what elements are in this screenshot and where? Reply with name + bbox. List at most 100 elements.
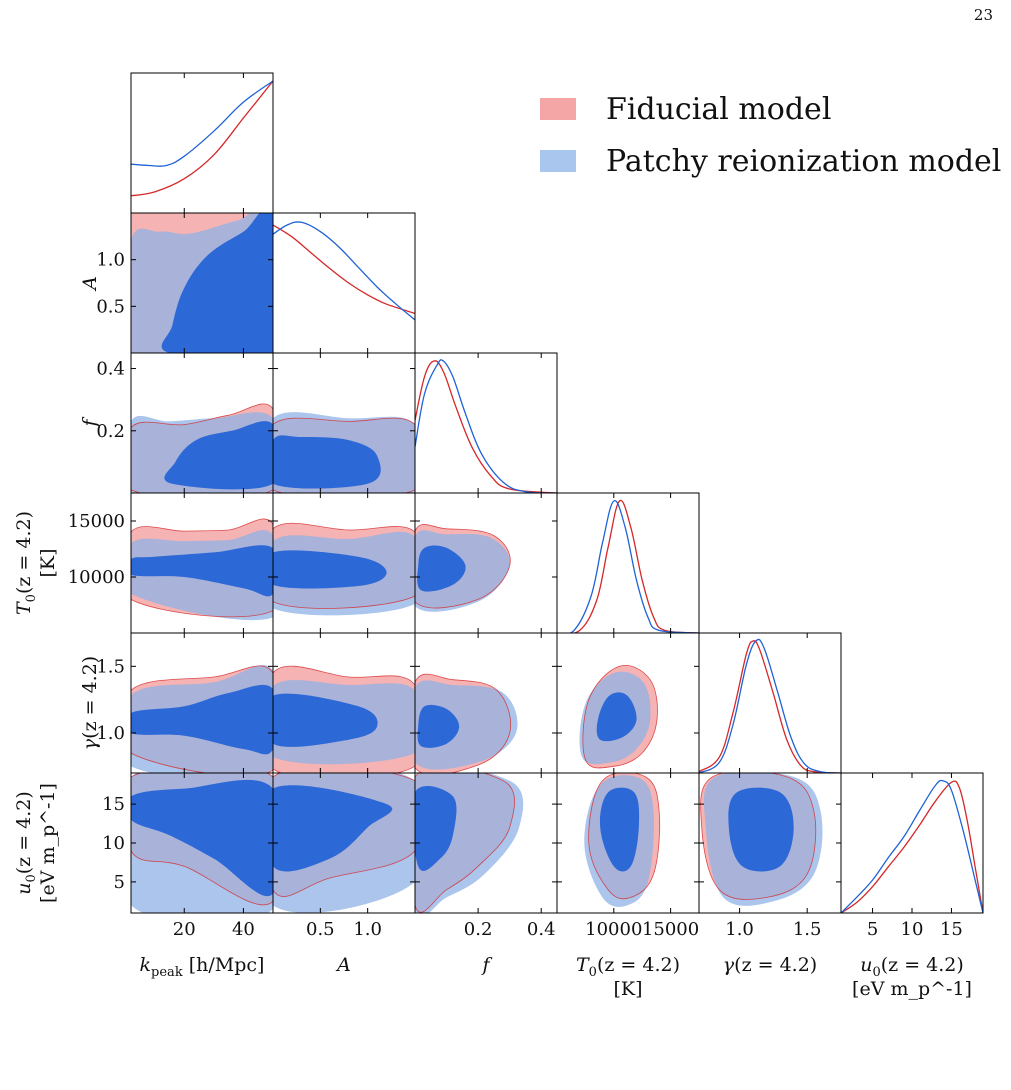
panel-T0-vs-f — [414, 492, 558, 634]
panel-T0-vs-T0 — [556, 492, 700, 634]
y-tick-label-u0: 15 — [102, 794, 125, 815]
marginal-u0-fiducial — [841, 780, 983, 913]
x-tick-label-A: 0.5 — [306, 919, 335, 940]
panel-A-vs-k_peak — [130, 212, 274, 354]
contour-u0|k_peak-patchy_inner — [131, 779, 273, 896]
contour-u0|gamma-fiducial-edge — [700, 773, 817, 900]
contour-u0|A-patchy_inner — [273, 785, 393, 872]
axis-label-gamma: γ(z = 4.2) — [723, 954, 817, 976]
contour-gamma|A-patchy_inner — [273, 693, 378, 747]
contour-gamma|f-patchy_outer — [415, 680, 518, 770]
legend-label: Fiducial model — [606, 92, 831, 127]
x-tick-label-u0: 5 — [867, 919, 878, 940]
contour-f|A-fiducial-edge — [273, 417, 415, 493]
y-tick-label-A: 1.0 — [96, 250, 125, 271]
svg-text:[eV m_p^-1]: [eV m_p^-1] — [852, 978, 972, 1000]
y-tick-label-T0: 15000 — [68, 511, 125, 532]
panel-gamma-vs-A — [272, 632, 416, 774]
panel-frame — [272, 212, 416, 354]
panel-f-vs-f — [414, 352, 558, 494]
marginal-A-fiducial — [273, 224, 415, 315]
x-tick-label-u0: 10 — [901, 919, 924, 940]
panel-u0-vs-T0 — [556, 772, 700, 914]
contour-u0|A-fiducial-edge — [273, 773, 415, 897]
marginal-A-patchy — [273, 221, 415, 321]
contour-f|A-patchy_inner — [273, 435, 381, 489]
panel-u0-vs-k_peak — [130, 772, 274, 914]
panel-frame — [414, 352, 558, 494]
x-tick-label-T0: 10000 — [585, 919, 642, 940]
marginal-T0-fiducial — [557, 499, 699, 633]
marginal-u0-patchy — [841, 779, 983, 913]
legend-label: Patchy reionization model — [606, 144, 1001, 179]
contour-gamma|f-patchy_inner — [417, 704, 460, 748]
contour-gamma|f-fiducial-edge — [415, 673, 511, 773]
y-tick-label-f: 0.2 — [96, 421, 125, 442]
marginal-T0-patchy — [557, 500, 699, 633]
marginal-gamma-patchy — [699, 638, 841, 773]
svg-text:T0(z = 4.2): T0(z = 4.2) — [13, 511, 39, 615]
contour-gamma|k_peak-fiducial-edge — [131, 665, 273, 773]
axis-label-A: A — [79, 276, 101, 292]
panel-frame — [556, 492, 700, 634]
tick-labels: 20 40 0.5 1.0 0.2 0.4 10000 15000 1.0 1.5 5 10 150.5… — [68, 250, 963, 940]
marginal-f-fiducial — [415, 360, 557, 493]
axis-label-f: f — [79, 417, 101, 429]
contour-T0|k_peak-patchy_inner — [131, 545, 273, 597]
panel-u0-vs-A — [272, 772, 416, 914]
y-tick-label-u0: 10 — [102, 833, 125, 854]
panel-gamma-vs-gamma — [698, 632, 842, 774]
y-tick-label-A: 0.5 — [96, 296, 125, 317]
y-tick-label-f: 0.4 — [96, 359, 125, 380]
contour-T0|k_peak-fiducial-edge — [131, 518, 273, 618]
contour-u0|gamma-patchy_inner — [728, 787, 794, 872]
contour-u0|f-fiducial-edge — [415, 773, 516, 913]
contour-T0|f-patchy_inner — [417, 545, 466, 592]
x-tick-label-k_peak: 20 — [173, 919, 196, 940]
contour-u0|k_peak-fiducial-edge — [131, 773, 273, 906]
contour-gamma|A-fiducial-edge — [273, 665, 415, 773]
contour-f|k_peak-patchy_inner — [164, 421, 273, 490]
axis-label-gamma: γ(z = 4.2) — [79, 656, 101, 750]
panel-T0-vs-k_peak — [130, 492, 274, 634]
x-tick-label-k_peak: 40 — [232, 919, 255, 940]
panel-T0-vs-A — [272, 492, 416, 634]
axis-label-A: A — [335, 954, 351, 976]
panel-gamma-vs-k_peak — [130, 632, 274, 774]
svg-text:γ(z = 4.2): γ(z = 4.2) — [79, 656, 101, 750]
x-tick-label-f: 0.2 — [464, 919, 493, 940]
legend-swatch — [540, 150, 576, 172]
x-tick-label-A: 1.0 — [353, 919, 382, 940]
svg-text:kpeak [h/Mpc]: kpeak [h/Mpc] — [140, 954, 265, 980]
contour-gamma|T0-patchy_inner — [596, 692, 637, 742]
panel-A-vs-A — [272, 212, 416, 354]
panel-gamma-vs-f — [414, 632, 558, 774]
svg-text:[K]: [K] — [613, 978, 642, 1000]
svg-text:A: A — [79, 276, 101, 292]
axis-label-u0: u0(z = 4.2)[eV m_p^-1] — [852, 954, 972, 1000]
marginal-k_peak-patchy — [131, 80, 273, 167]
panel-gamma-vs-T0 — [556, 632, 700, 774]
contour-u0|f-patchy_inner — [415, 786, 457, 871]
contour-f|k_peak-fiducial-edge — [131, 403, 273, 493]
x-tick-label-u0: 15 — [940, 919, 963, 940]
svg-text:u0(z = 4.2): u0(z = 4.2) — [860, 954, 964, 980]
svg-text:γ(z = 4.2): γ(z = 4.2) — [723, 954, 817, 976]
contour-T0|f-fiducial-edge — [415, 524, 511, 609]
svg-text:u0(z = 4.2): u0(z = 4.2) — [13, 791, 39, 895]
legend: Fiducial model Patchy reionization model — [540, 92, 1001, 179]
x-tick-label-f: 0.4 — [527, 919, 556, 940]
axis-label-f: f — [480, 954, 492, 976]
contour-A|k_peak-patchy_inner — [161, 213, 273, 353]
panel-u0-vs-f — [414, 772, 558, 914]
y-tick-label-u0: 5 — [114, 872, 125, 893]
legend-swatch — [540, 98, 576, 120]
axis-label-T0: T0(z = 4.2)[K] — [13, 511, 59, 615]
contour-T0|A-fiducial-edge — [273, 522, 415, 609]
svg-text:[K]: [K] — [37, 548, 59, 577]
svg-text:f: f — [79, 417, 101, 429]
axis-label-u0: u0(z = 4.2)[eV m_p^-1] — [13, 783, 59, 903]
marginal-gamma-fiducial — [699, 640, 841, 773]
